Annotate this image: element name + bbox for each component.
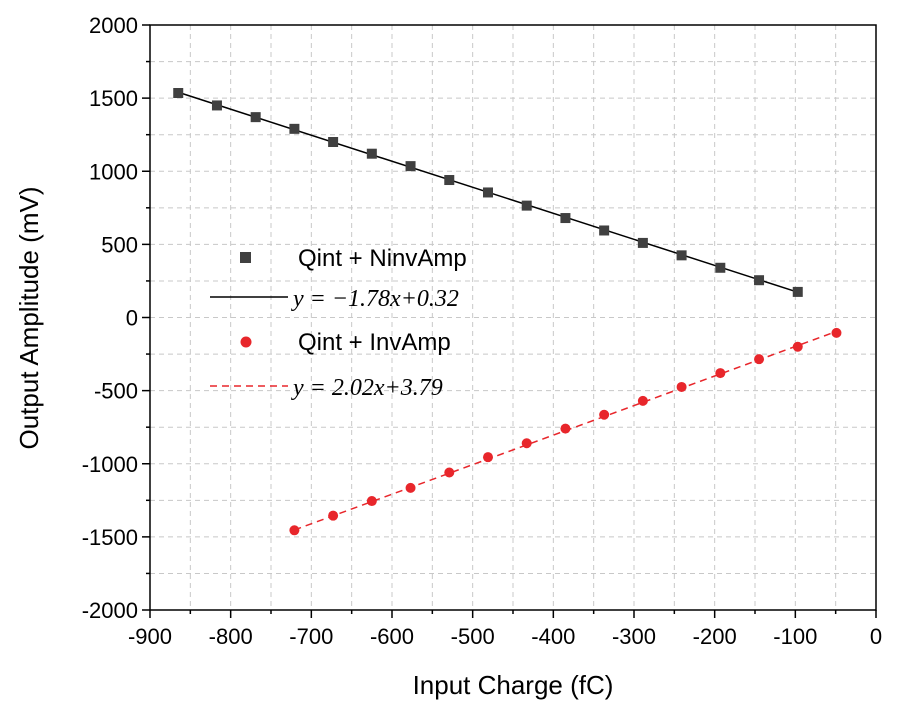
data-point-series-0 [366, 148, 377, 159]
data-point-series-1 [328, 510, 339, 521]
data-point-series-0 [521, 200, 532, 211]
data-point-series-0 [444, 175, 455, 186]
y-tick-label: 500 [101, 232, 138, 257]
data-point-series-0 [560, 213, 571, 224]
data-point-series-1 [715, 368, 726, 379]
legend-eq-invamp-fit: y = 2.02x+3.79 [291, 375, 443, 401]
x-tick-label: -600 [370, 624, 414, 649]
axis-ticks [142, 24, 877, 618]
data-point-series-1 [289, 525, 300, 536]
data-point-series-0 [637, 237, 648, 248]
data-point-series-0 [792, 286, 803, 297]
y-tick-label: 1500 [89, 86, 138, 111]
data-point-series-0 [328, 137, 339, 147]
data-point-series-0 [676, 250, 687, 261]
data-point-series-1 [599, 409, 610, 420]
legend-eq-ninvamp-fit: y = −1.78x+0.32 [291, 286, 459, 312]
legend-marker-invamp [240, 336, 252, 348]
legend: Qint + NinvAmp y = −1.78x+0.32 Qint + In… [210, 245, 467, 401]
x-tick-label: -200 [693, 624, 737, 649]
grid [150, 25, 876, 610]
x-tick-label: -900 [128, 624, 172, 649]
data-point-series-1 [366, 496, 377, 507]
data-point-series-1 [482, 452, 493, 463]
y-tick-label: 0 [126, 306, 138, 331]
legend-label-ninvamp: Qint + NinvAmp [298, 245, 467, 272]
y-tick-labels: 2000 1500 1000 500 0 -500 -1000 -1500 -2000 [82, 13, 138, 623]
y-tick-label: 2000 [89, 13, 138, 38]
x-tick-label: -300 [612, 624, 656, 649]
legend-label-invamp: Qint + InvAmp [298, 329, 451, 356]
data-point-series-0 [599, 225, 610, 236]
x-tick-label: 0 [870, 624, 882, 649]
data-point-series-0 [250, 112, 261, 123]
data-point-series-1 [405, 482, 416, 493]
y-tick-label: -2000 [82, 598, 138, 623]
y-axis-title: Output Amplitude (mV) [14, 187, 44, 450]
fit-lines [178, 91, 837, 531]
y-tick-label: 1000 [89, 159, 138, 184]
x-tick-label: -500 [451, 624, 495, 649]
data-point-series-0 [173, 88, 184, 99]
x-tick-labels: -900 -800 -700 -600 -500 -400 -300 -200 -100 0 [128, 624, 882, 649]
x-axis-title: Input Charge (fC) [413, 670, 614, 700]
data-point-series-1 [444, 467, 455, 478]
data-point-series-1 [792, 341, 803, 352]
data-point-series-0 [405, 161, 416, 172]
x-tick-label: -800 [209, 624, 253, 649]
data-point-series-0 [211, 100, 222, 111]
data-point-series-1 [637, 395, 648, 406]
data-point-series-1 [560, 423, 571, 434]
x-tick-label: -700 [289, 624, 333, 649]
data-point-series-0 [289, 123, 300, 134]
data-point-series-0 [482, 187, 493, 198]
legend-marker-ninvamp [240, 252, 251, 263]
x-tick-label: -100 [773, 624, 817, 649]
y-tick-label: -1500 [82, 525, 138, 550]
data-point-series-1 [676, 381, 687, 392]
y-tick-label: -500 [94, 379, 138, 404]
data-point-series-0 [715, 262, 726, 273]
data-point-series-0 [754, 275, 765, 286]
y-tick-label: -1000 [82, 452, 138, 477]
data-points [173, 88, 842, 536]
data-point-series-1 [831, 327, 842, 338]
data-point-series-1 [521, 438, 532, 449]
data-point-series-1 [754, 354, 765, 365]
x-tick-label: -400 [531, 624, 575, 649]
